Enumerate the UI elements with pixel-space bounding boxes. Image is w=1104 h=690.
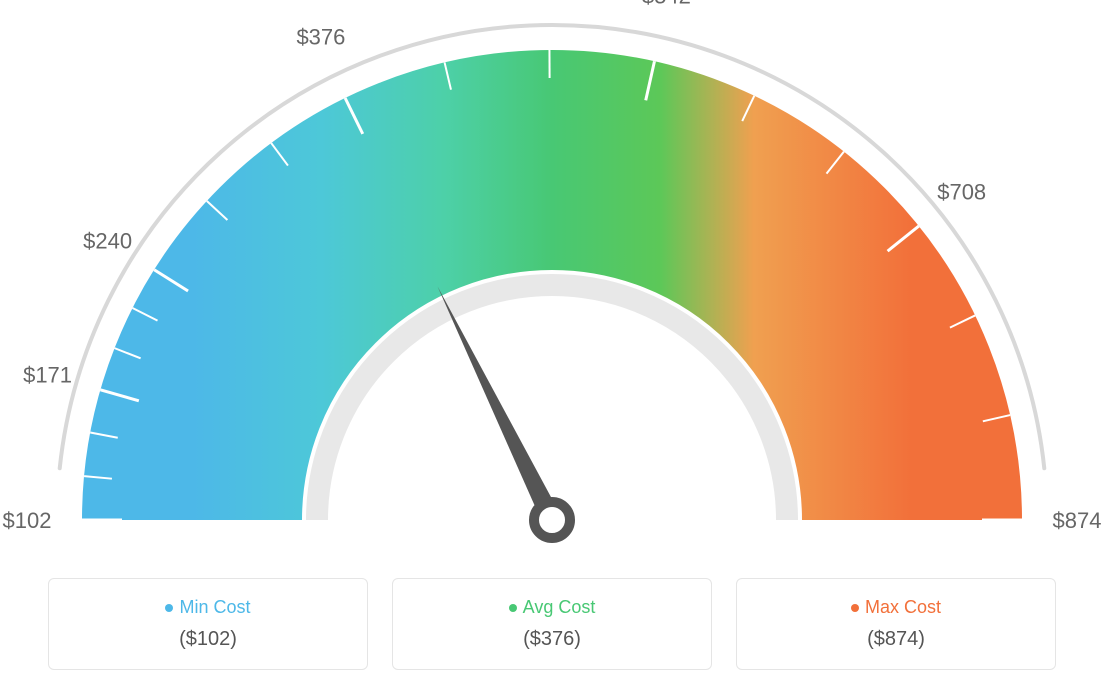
legend-card: Avg Cost ($376) xyxy=(392,578,712,670)
cost-gauge-chart: $102 $171 $240 $376 $542 $708 $874 xyxy=(0,0,1104,560)
gauge-tick-label: $240 xyxy=(83,228,132,253)
legend-card: Min Cost ($102) xyxy=(48,578,368,670)
legend-dot xyxy=(851,604,859,612)
legend-dot xyxy=(165,604,173,612)
legend-card-value: ($376) xyxy=(405,628,699,651)
legend-card-label: Avg Cost xyxy=(523,597,596,617)
legend-card-label: Max Cost xyxy=(865,597,941,617)
gauge-tick-label: $376 xyxy=(296,25,345,50)
legend-card-value: ($874) xyxy=(749,628,1043,651)
gauge-needle-pivot xyxy=(534,502,570,538)
gauge-colored-arc xyxy=(192,160,912,520)
gauge-tick-label: $708 xyxy=(937,180,986,205)
legend-card: Max Cost ($874) xyxy=(736,578,1056,670)
legend-row: Min Cost ($102) Avg Cost ($376) Max Cost ($87… xyxy=(0,578,1104,670)
legend-card-title: Min Cost xyxy=(61,597,355,618)
legend-card-value: ($102) xyxy=(61,628,355,651)
legend-card-title: Max Cost xyxy=(749,597,1043,618)
gauge-needle xyxy=(438,287,561,525)
legend-card-label: Min Cost xyxy=(179,597,250,617)
gauge-tick-label: $171 xyxy=(23,363,72,388)
gauge-tick-label: $102 xyxy=(3,508,52,533)
legend-card-title: Avg Cost xyxy=(405,597,699,618)
gauge-tick-label: $874 xyxy=(1053,508,1102,533)
gauge-tick-label: $542 xyxy=(642,0,691,9)
gauge-svg: $102 $171 $240 $376 $542 $708 $874 xyxy=(0,0,1104,560)
legend-dot xyxy=(509,604,517,612)
